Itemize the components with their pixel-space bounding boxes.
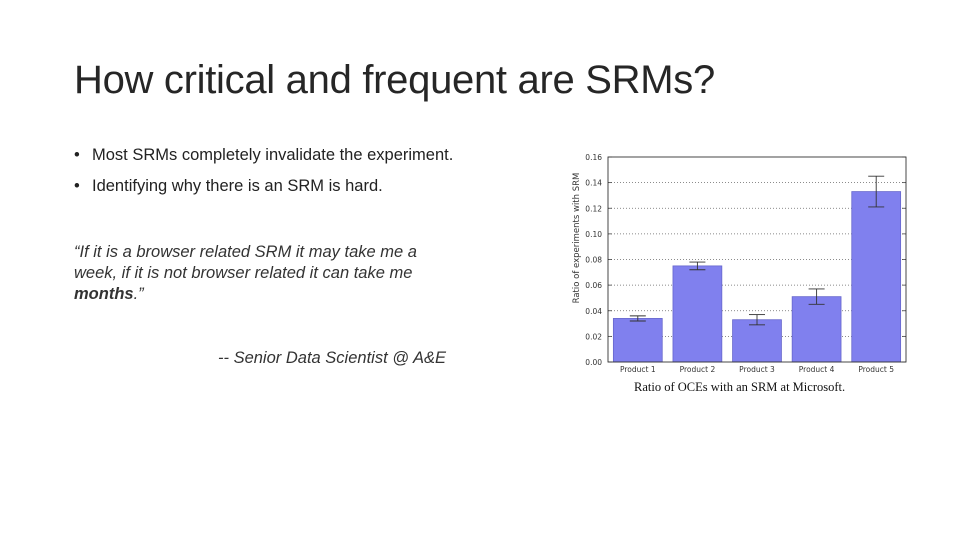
x-tick-label: Product 5 <box>858 365 894 374</box>
plot-frame <box>607 156 907 363</box>
quote-attribution: -- Senior Data Scientist @ A&E <box>218 349 446 367</box>
bullet-text: Most SRMs completely invalidate the expe… <box>92 146 454 164</box>
y-tick-label: 0.10 <box>585 230 602 239</box>
bar <box>732 319 782 363</box>
bullet-item: • Most SRMs completely invalidate the exp… <box>74 146 453 165</box>
bar <box>672 265 723 363</box>
chart-caption: Ratio of OCEs with an SRM at Microsoft. <box>634 380 846 394</box>
x-tick-label: Product 4 <box>799 365 835 374</box>
bar <box>612 318 663 363</box>
y-tick-label: 0.04 <box>585 307 602 316</box>
quote-line-1: “If it is a browser related SRM it may t… <box>74 243 417 261</box>
quote-emphasis: months <box>74 285 134 303</box>
quote-line-2: week, if it is not browser related it ca… <box>74 264 413 282</box>
slide-title: How critical and frequent are SRMs? <box>74 58 715 102</box>
bullet-dot: • <box>74 146 80 164</box>
y-tick-label: 0.16 <box>585 153 602 162</box>
bar-chart: Ratio of experiments with SRM 0.00 0.02 0.… <box>572 153 907 374</box>
y-tick-label: 0.12 <box>585 204 602 213</box>
y-tick-label: 0.14 <box>585 179 602 188</box>
y-tick-label: 0.02 <box>585 332 602 341</box>
y-tick-label: 0.06 <box>585 281 602 290</box>
x-tick-label: Product 3 <box>739 365 775 374</box>
x-tick-label: Product 1 <box>620 365 656 374</box>
quote-end: .” <box>133 285 144 303</box>
bullet-text: Identifying why there is an SRM is hard. <box>92 177 383 195</box>
quote: “If it is a browser related SRM it may t… <box>74 242 494 305</box>
bar <box>851 191 902 363</box>
bullet-list: • Most SRMs completely invalidate the exp… <box>74 146 453 208</box>
bullet-dot: • <box>74 177 80 195</box>
bar <box>791 296 842 363</box>
bullet-item: • Identifying why there is an SRM is hard… <box>74 177 453 196</box>
y-tick-label: 0.00 <box>585 358 602 367</box>
y-axis-label: Ratio of experiments with SRM <box>572 173 582 304</box>
x-tick-label: Product 2 <box>680 365 716 374</box>
y-tick-label: 0.08 <box>585 256 602 265</box>
